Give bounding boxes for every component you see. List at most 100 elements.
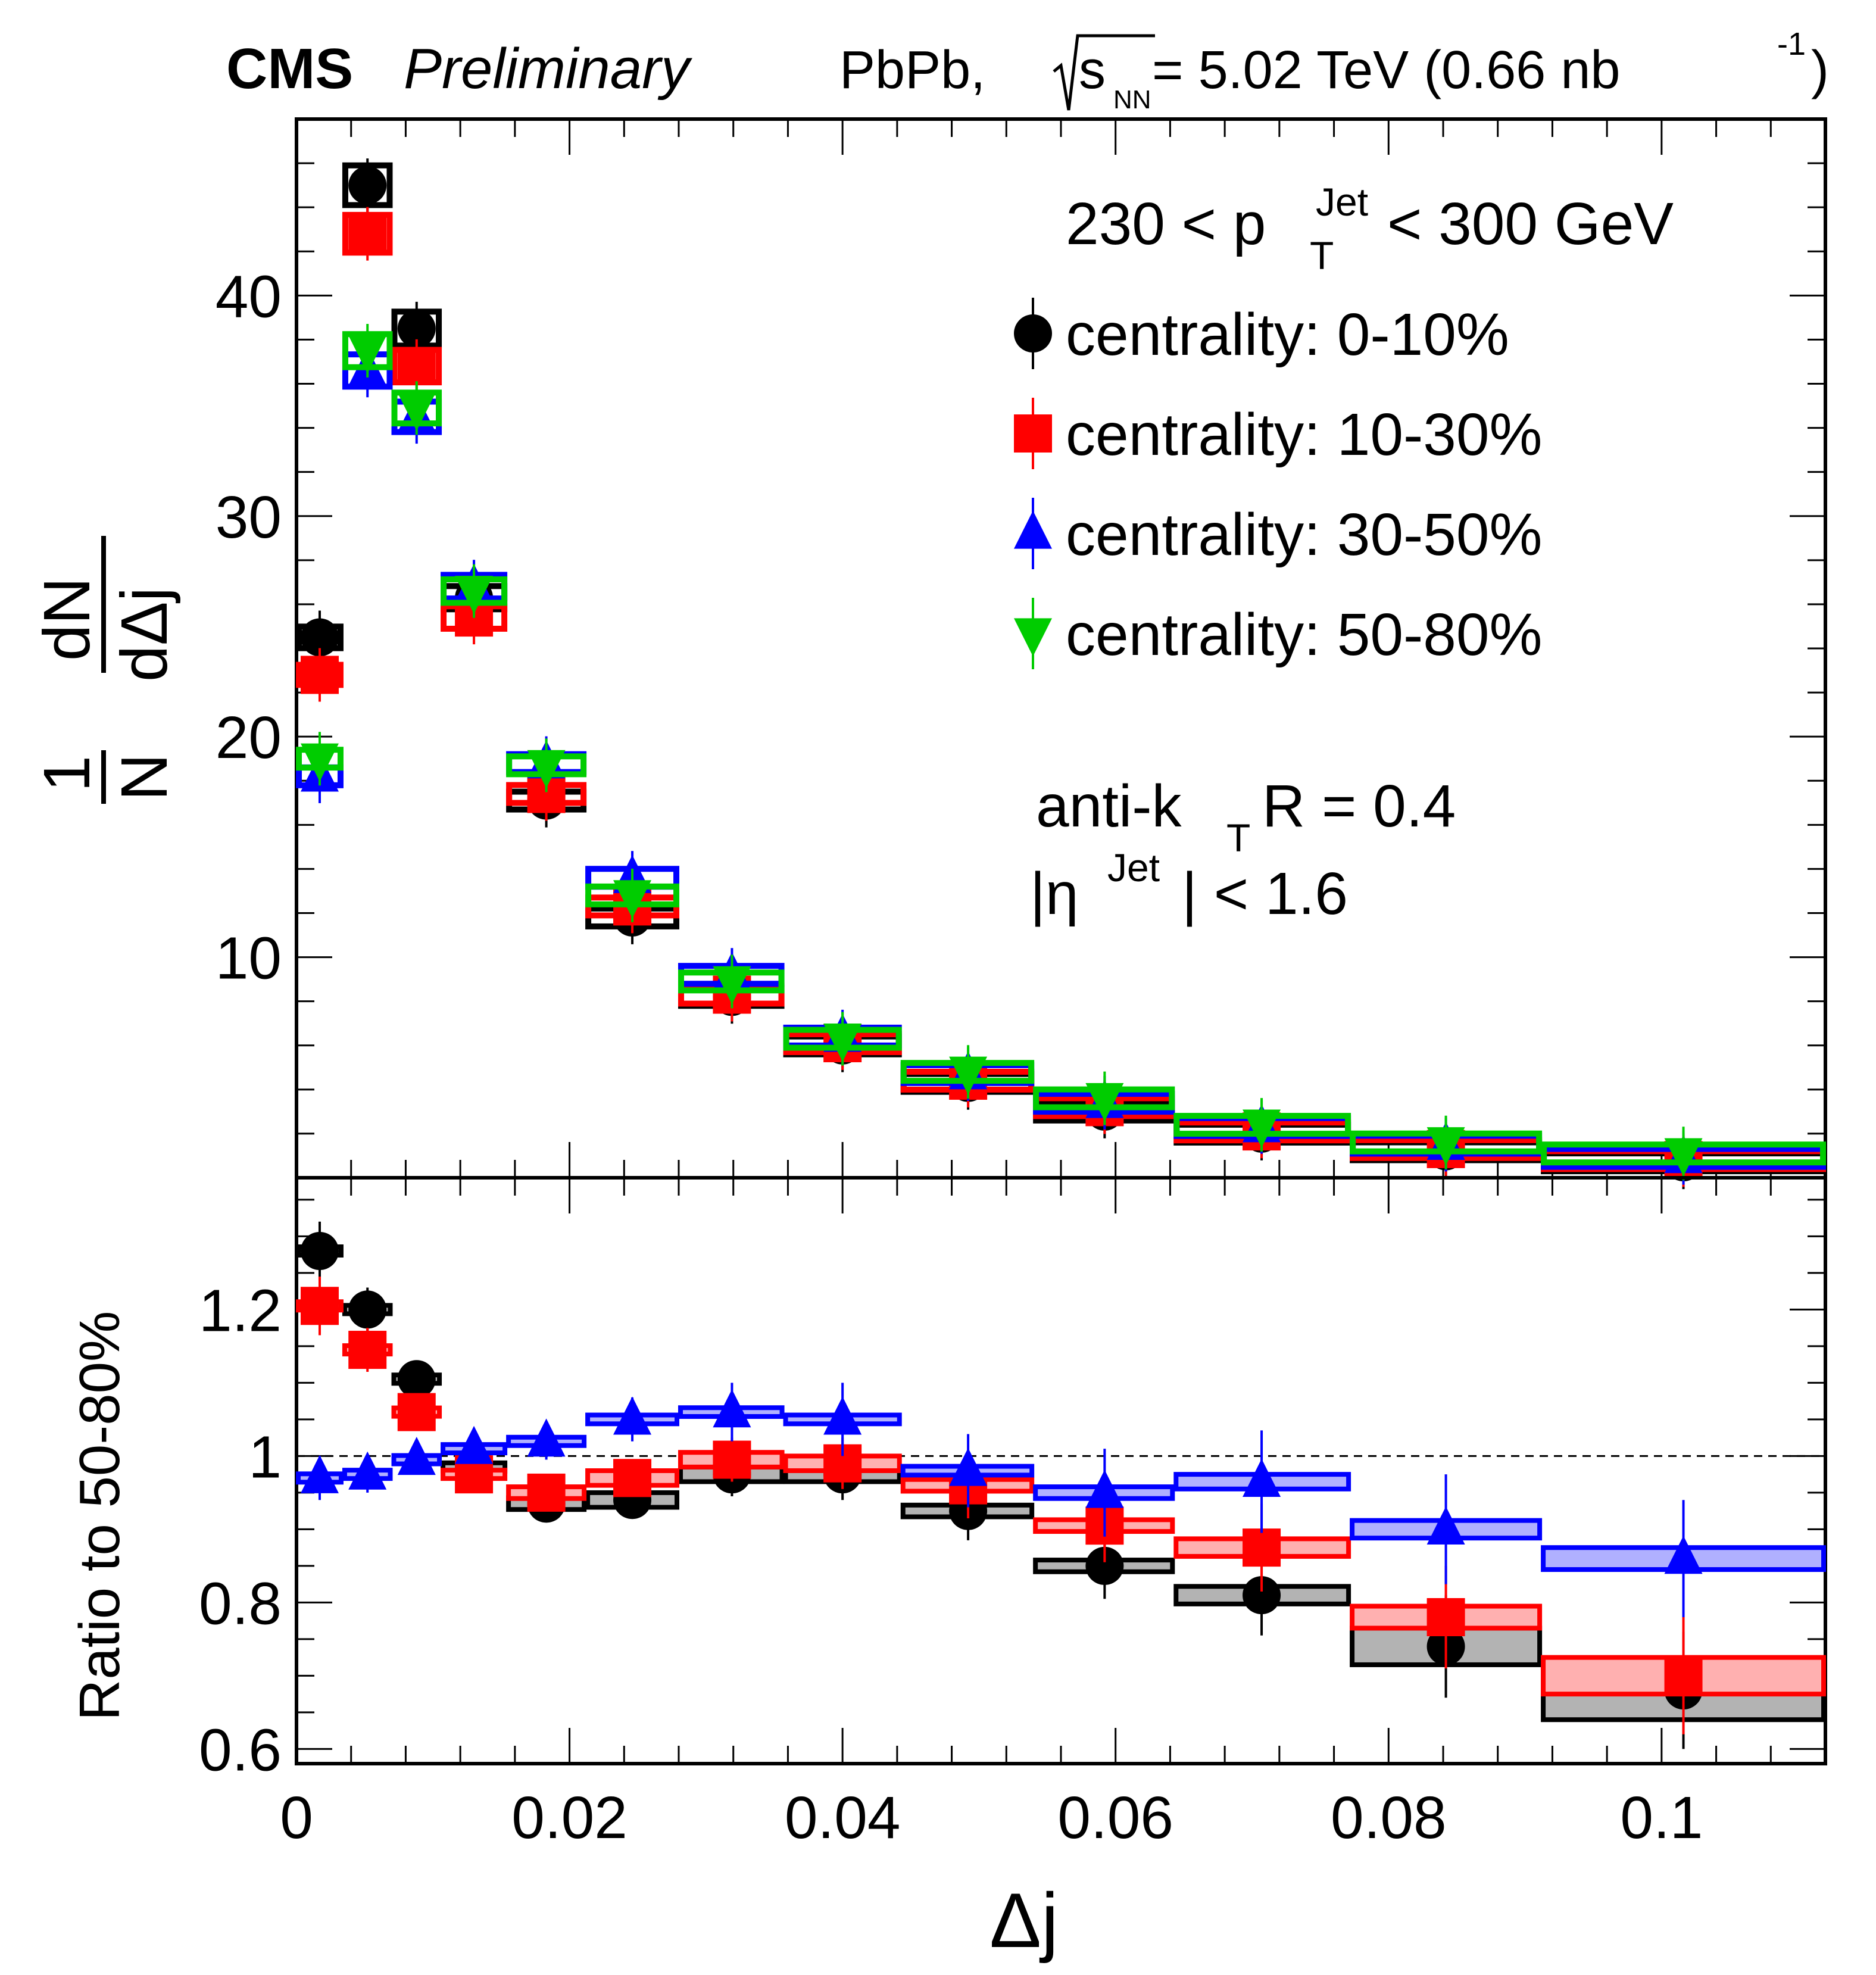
x-tick-label: 0.06 xyxy=(1057,1784,1173,1851)
ylabel-N: N xyxy=(108,754,181,801)
ylabel-dDj: dΔj xyxy=(108,587,181,682)
ratio-point xyxy=(1085,1469,1124,1508)
data-point xyxy=(348,166,387,205)
ratio-point xyxy=(397,1437,436,1475)
legend-marker-triangle-up xyxy=(1014,510,1052,549)
x-tick-label: 0.04 xyxy=(785,1784,901,1851)
legend-marker-triangle-down xyxy=(1014,618,1052,657)
ratio-point xyxy=(455,1425,494,1464)
data-point xyxy=(348,214,387,253)
y-tick-label: 0.8 xyxy=(199,1570,282,1637)
eta-right: | < 1.6 xyxy=(1182,860,1348,927)
close-paren: ) xyxy=(1811,40,1829,100)
legend-item: centrality: 50-80% xyxy=(1014,598,1542,669)
series-triangle-up xyxy=(296,344,1826,1185)
eta-sup: Jet xyxy=(1107,845,1160,890)
bottom-ylabel: Ratio to 50-80% xyxy=(68,1311,132,1721)
eta-left: |η xyxy=(1030,860,1079,927)
legend-item: centrality: 10-30% xyxy=(1014,398,1542,469)
ylabel-dN: dN xyxy=(30,577,104,661)
data-point xyxy=(300,618,339,657)
legend-label: centrality: 30-50% xyxy=(1066,501,1542,568)
y-tick-label: 30 xyxy=(216,484,282,551)
data-point xyxy=(1243,1109,1281,1148)
pt-sub: T xyxy=(1310,233,1334,277)
data-point xyxy=(713,966,751,1004)
x-tick-label: 0.08 xyxy=(1331,1784,1447,1851)
legend-item: centrality: 0-10% xyxy=(1014,298,1509,369)
y-tick-label: 1 xyxy=(248,1424,282,1490)
ratio-point xyxy=(300,1232,339,1270)
ylabel-one: 1 xyxy=(30,756,104,792)
ratio-point xyxy=(527,1473,566,1512)
ratio-point xyxy=(613,1396,652,1435)
algo-left: anti-k xyxy=(1036,773,1182,840)
ratio-series-triangle-up xyxy=(296,1383,1826,1617)
ratio-point xyxy=(613,1459,652,1497)
ratio-point xyxy=(713,1389,751,1428)
data-point xyxy=(348,335,387,374)
ratio-point xyxy=(1085,1546,1124,1585)
data-point xyxy=(949,1056,988,1095)
energy-text: = 5.02 TeV (0.66 nb xyxy=(1152,40,1620,100)
ratio-point xyxy=(348,1331,387,1369)
ratio-point xyxy=(1426,1506,1465,1545)
ratio-panel: 0.6 0.8 1 1.2 0 0.02 0.04 0.06 0.08 0.1 xyxy=(199,1176,1827,1851)
data-point xyxy=(1664,1138,1703,1177)
legend-marker-square xyxy=(1014,414,1052,453)
data-point xyxy=(397,309,436,348)
ratio-point xyxy=(397,1360,436,1399)
data-point xyxy=(1426,1127,1465,1166)
algo-right: R = 0.4 xyxy=(1262,773,1456,840)
ratio-point xyxy=(1664,1536,1703,1574)
sqrt-sub: NN xyxy=(1113,85,1151,114)
ratio-point xyxy=(1664,1656,1703,1695)
data-point xyxy=(300,743,339,782)
pt-sup: Jet xyxy=(1316,180,1368,224)
ylabel-fraction-bar-1 xyxy=(101,750,106,804)
ratio-point xyxy=(300,1455,339,1493)
ratio-point xyxy=(300,1287,339,1325)
pt-range-left: 230 < p xyxy=(1066,191,1266,257)
algo-sub: T xyxy=(1226,816,1250,860)
x-tick-label: 0.02 xyxy=(511,1784,628,1851)
data-point xyxy=(613,880,652,919)
ratio-point xyxy=(1243,1528,1281,1567)
y-tick-label: 10 xyxy=(216,925,282,992)
plot-frame xyxy=(295,117,1827,1180)
ylabel-fraction-bar xyxy=(101,536,106,673)
experiment-label: CMS xyxy=(226,37,353,101)
y-tick-label: 40 xyxy=(216,263,282,330)
y-tick-label: 20 xyxy=(216,704,282,771)
legend-label: centrality: 0-10% xyxy=(1066,301,1509,368)
algo-annotation: anti-k T R = 0.4 |η Jet | < 1.6 xyxy=(1030,773,1456,927)
ratio-point xyxy=(348,1451,387,1490)
ratio-point xyxy=(527,1418,566,1457)
series-square xyxy=(296,207,1826,1187)
header: CMS Preliminary PbPb, s NN = 5.02 TeV (0… xyxy=(226,26,1829,114)
ratio-point xyxy=(713,1440,751,1479)
sqrt-s: s xyxy=(1079,40,1106,100)
xlabel: Δj xyxy=(989,1877,1059,1964)
legend: centrality: 0-10% centrality: 10-30% centr… xyxy=(1014,298,1542,669)
x-tick-label: 0 xyxy=(280,1784,313,1851)
ratio-point xyxy=(397,1393,436,1431)
legend-item: centrality: 30-50% xyxy=(1014,498,1542,569)
ratio-point xyxy=(1426,1598,1465,1636)
ratio-point xyxy=(1243,1459,1281,1497)
data-point xyxy=(455,576,494,614)
ratio-point xyxy=(823,1396,862,1435)
data-point xyxy=(823,1024,862,1062)
data-point xyxy=(397,392,436,431)
top-panel: 10 20 30 40 xyxy=(216,117,1827,1190)
legend-label: centrality: 10-30% xyxy=(1066,401,1542,468)
series-circle xyxy=(296,158,1826,1190)
ratio-point xyxy=(348,1290,387,1329)
pt-range-annotation: 230 < p Jet T < 300 GeV xyxy=(1066,180,1674,277)
sqrt-icon xyxy=(1053,34,1155,111)
y-tick-label: 0.6 xyxy=(199,1717,282,1783)
ratio-point xyxy=(1243,1576,1281,1615)
pt-range-right: < 300 GeV xyxy=(1387,191,1674,257)
data-point xyxy=(1085,1083,1124,1122)
